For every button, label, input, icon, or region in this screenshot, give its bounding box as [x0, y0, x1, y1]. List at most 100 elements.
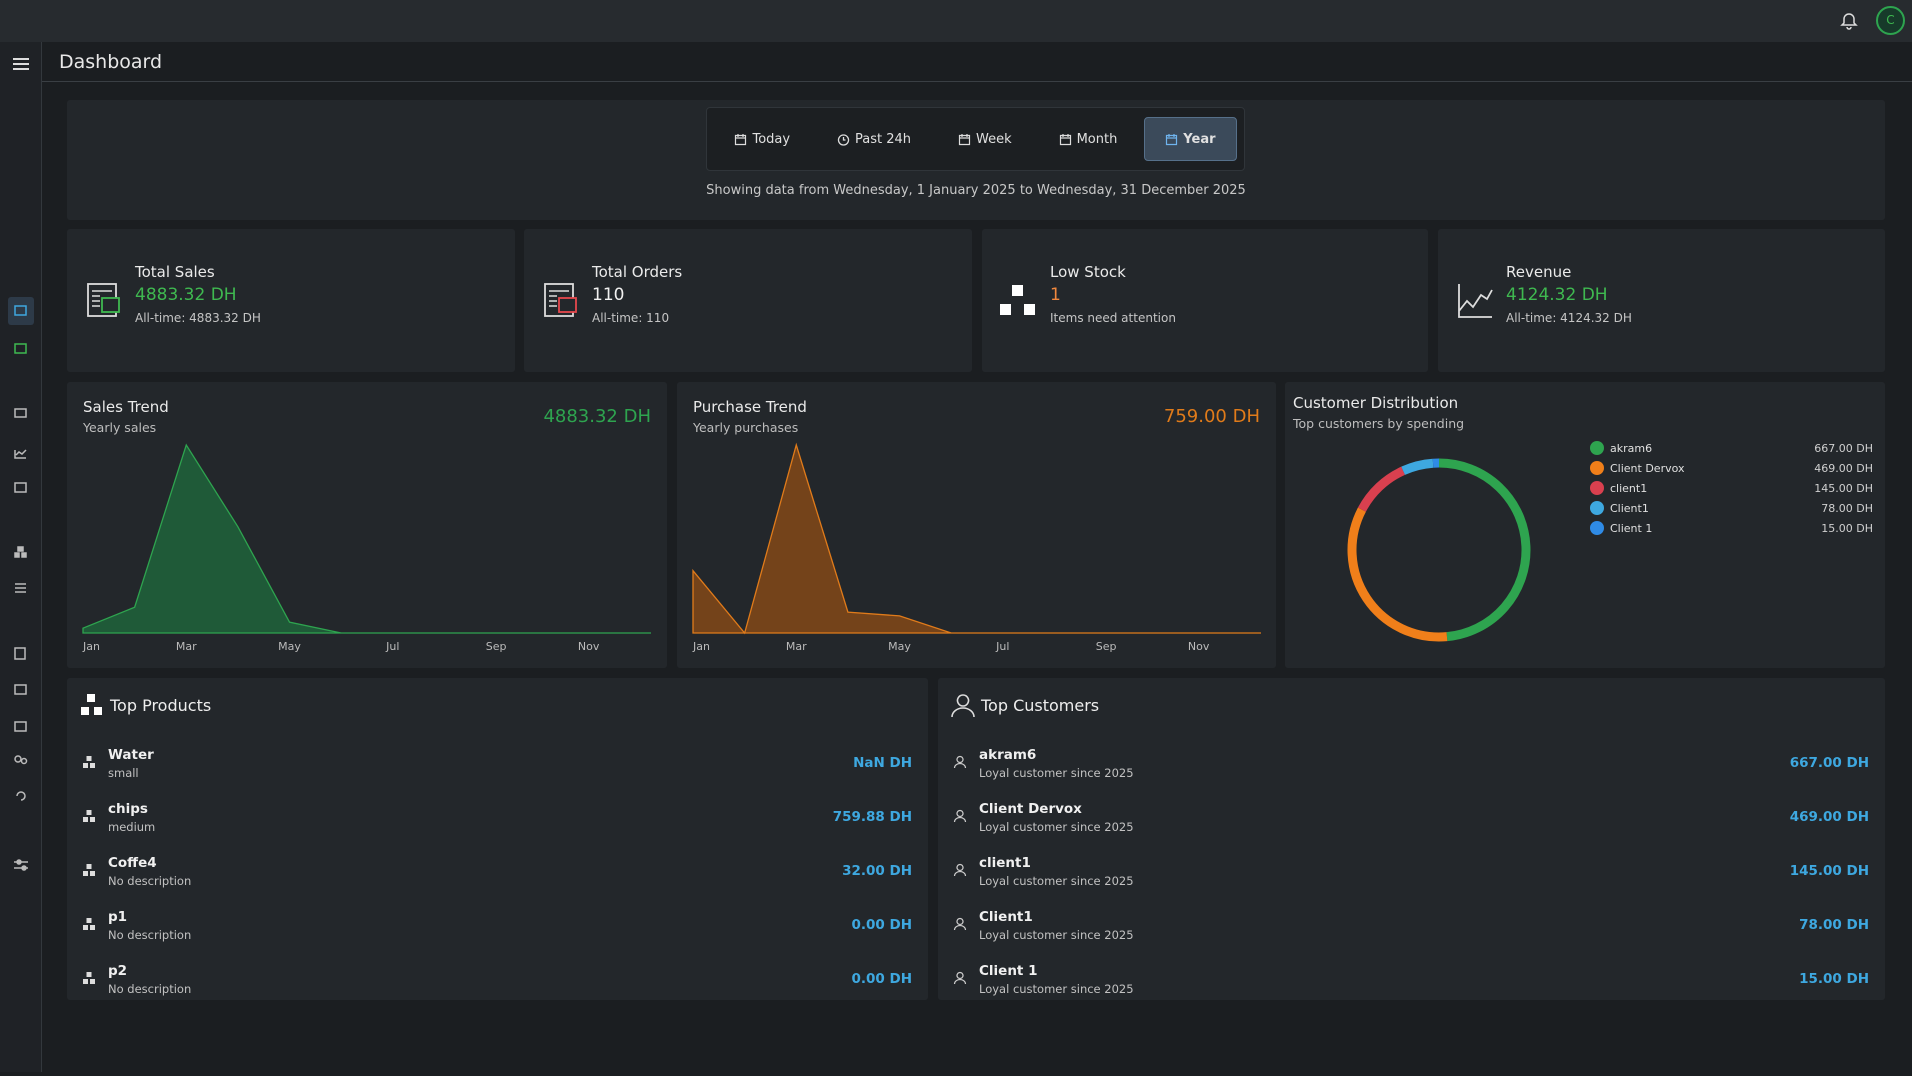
row-icon	[82, 971, 96, 985]
stat-title: Total Orders	[592, 263, 682, 281]
x-tick-label: Nov	[578, 640, 600, 653]
row-icon	[953, 971, 967, 985]
sidebar	[0, 42, 42, 1072]
row-value: 145.00 DH	[1790, 863, 1869, 879]
stat-value: 4124.32 DH	[1506, 285, 1608, 305]
row-value: 667.00 DH	[1790, 755, 1869, 771]
x-tick-label: Mar	[786, 640, 807, 653]
icon-part	[102, 298, 119, 312]
row-icon	[82, 809, 96, 823]
clock-glyph	[839, 135, 849, 145]
chart-plot: Jan Mar May Jul Sep Nov	[67, 382, 667, 668]
legend-swatch	[1590, 481, 1604, 495]
x-tick-label: Jan	[82, 640, 100, 653]
icon-part	[955, 757, 966, 769]
donut-segment	[1403, 463, 1433, 471]
stat-value: 110	[592, 285, 624, 305]
period-label: Month	[1077, 132, 1118, 147]
icon-part	[952, 695, 974, 717]
row-value: 0.00 DH	[851, 971, 912, 987]
period-button[interactable]: Past 24h	[817, 117, 931, 161]
icon-part	[87, 972, 92, 977]
row-name: Water	[108, 747, 154, 763]
row-desc: medium	[108, 820, 155, 834]
x-tick-label: Jul	[385, 640, 399, 653]
row-icon	[82, 863, 96, 877]
row-name: akram6	[979, 747, 1036, 763]
row-desc: Loyal customer since 2025	[979, 874, 1134, 888]
stat-title: Revenue	[1506, 263, 1571, 281]
icon-part	[559, 298, 576, 312]
stat-icon	[1000, 281, 1040, 321]
icon-part	[87, 694, 95, 702]
avatar[interactable]: C	[1876, 6, 1905, 35]
row-name: Client Dervox	[979, 801, 1082, 817]
list-title: Top Customers	[981, 696, 1099, 715]
list-icon	[950, 692, 976, 718]
row-name: p2	[108, 963, 127, 979]
period-button[interactable]: Today	[714, 117, 810, 161]
row-name: p1	[108, 909, 127, 925]
legend-label: Client Dervox	[1610, 462, 1685, 475]
stat-sub: Items need attention	[1050, 311, 1176, 325]
row-desc: Loyal customer since 2025	[979, 928, 1134, 942]
row-desc: small	[108, 766, 139, 780]
row-icon	[953, 917, 967, 931]
icon-part	[81, 707, 89, 715]
button-icon	[734, 133, 747, 146]
icon-part	[90, 763, 95, 768]
legend-value: 469.00 DH	[1814, 462, 1873, 475]
row-icon	[953, 809, 967, 823]
row-name: client1	[979, 855, 1031, 871]
icon-part	[83, 871, 88, 876]
page-title: Dashboard	[59, 51, 162, 73]
icon-part	[83, 925, 88, 930]
period-button[interactable]: Year	[1144, 117, 1236, 161]
icon-part	[1024, 304, 1035, 315]
icon-part	[87, 756, 92, 761]
icon-part	[83, 763, 88, 768]
row-value: 32.00 DH	[842, 863, 912, 879]
calendar-glyph	[736, 134, 746, 145]
button-icon	[1165, 133, 1178, 146]
trend-area	[83, 445, 651, 633]
row-desc: No description	[108, 982, 191, 996]
legend-swatch	[1590, 501, 1604, 515]
icon-part	[90, 979, 95, 984]
bell-icon[interactable]	[1840, 12, 1858, 30]
legend-label: Client 1	[1610, 522, 1652, 535]
legend-label: akram6	[1610, 442, 1652, 455]
x-tick-label: Sep	[486, 640, 507, 653]
icon-part	[955, 919, 966, 931]
row-name: Client 1	[979, 963, 1037, 979]
period-button[interactable]: Month	[1039, 117, 1138, 161]
x-tick-label: Jul	[995, 640, 1009, 653]
x-tick-label: May	[278, 640, 301, 653]
calendar-glyph	[960, 134, 970, 145]
calendar-glyph	[1060, 134, 1070, 145]
x-tick-label: Mar	[176, 640, 197, 653]
icon-part	[90, 925, 95, 930]
legend-value: 667.00 DH	[1814, 442, 1873, 455]
icon-part	[955, 865, 966, 877]
donut-segment	[1362, 471, 1403, 510]
row-desc: No description	[108, 928, 191, 942]
period-button[interactable]: Week	[938, 117, 1032, 161]
stat-icon	[542, 281, 582, 321]
row-desc: No description	[108, 874, 191, 888]
icon-part	[1012, 285, 1023, 296]
donut-segment	[1352, 510, 1447, 637]
icon-part	[955, 973, 966, 985]
